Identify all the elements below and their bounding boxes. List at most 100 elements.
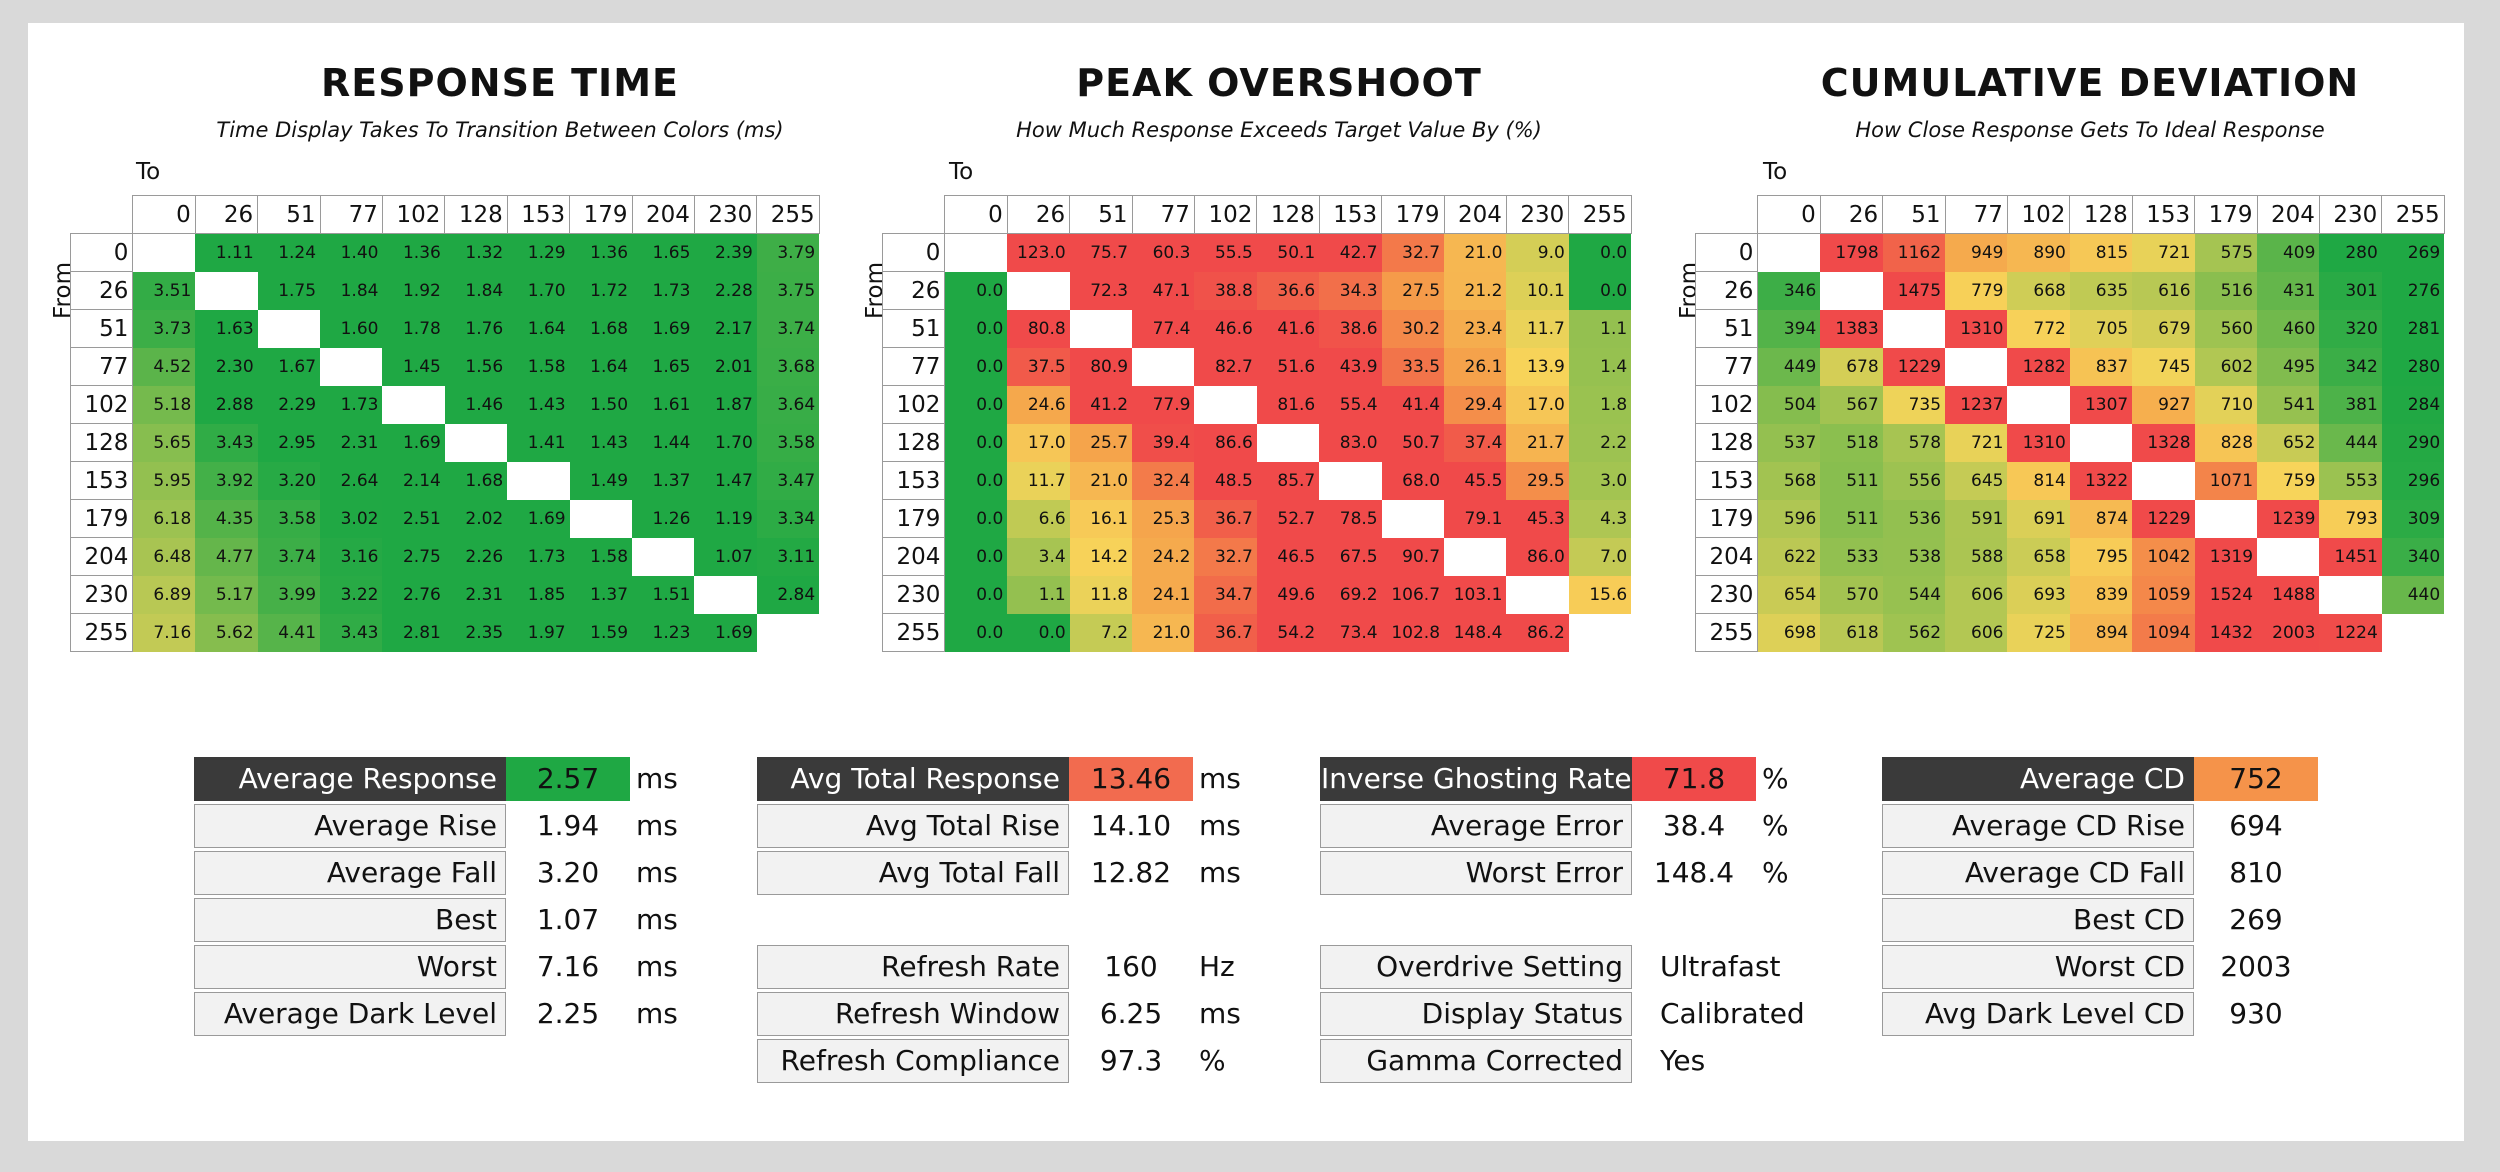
heatmap-cell: 1.60 — [320, 309, 383, 348]
heatmap-cell: 2.17 — [694, 309, 757, 348]
heatmap-cell: 3.74 — [257, 537, 321, 576]
heatmap-cell: 46.5 — [1256, 537, 1320, 576]
heatmap-cell: 1042 — [2132, 537, 2195, 576]
heatmap-cell: 2.64 — [320, 461, 383, 500]
heatmap-cell: 2.84 — [756, 575, 820, 614]
stat-value: 12.82 — [1090, 856, 1172, 889]
stat-unit: ms — [636, 903, 678, 936]
heatmap-cell: 2003 — [2257, 613, 2320, 652]
heatmap-cell: 3.47 — [756, 461, 820, 500]
heatmap-cell: 2.51 — [382, 499, 445, 538]
heatmap-cell: 606 — [1945, 575, 2008, 614]
column-header: 204 — [2256, 195, 2320, 234]
heatmap-cell: 1224 — [2319, 613, 2382, 652]
row-header: 77 — [1694, 347, 1759, 386]
heatmap-cell: 148.4 — [1444, 613, 1507, 652]
column-header: 102 — [1193, 195, 1258, 234]
heatmap-cell: 36.7 — [1194, 613, 1257, 652]
stat-label: Average CD Fall — [1882, 851, 2194, 895]
heatmap-cell: 281 — [2381, 309, 2445, 348]
heatmap-diagonal-cell — [2007, 385, 2070, 424]
heatmap-cell: 1.70 — [694, 423, 757, 462]
heatmap-diagonal-cell — [1945, 347, 2008, 386]
heatmap-cell: 518 — [1820, 423, 1883, 462]
heatmap-cell: 460 — [2257, 309, 2320, 348]
heatmap-cell: 759 — [2257, 461, 2320, 500]
heatmap-cell: 50.1 — [1256, 233, 1320, 272]
column-header: 153 — [1318, 195, 1383, 234]
heatmap-cell: 511 — [1820, 461, 1883, 500]
stat-label: Worst CD — [1882, 945, 2194, 989]
heatmap-cell: 0.0 — [944, 347, 1008, 386]
heatmap-cell: 34.7 — [1194, 575, 1257, 614]
stat-unit: % — [1762, 762, 1789, 795]
column-header: 255 — [756, 195, 820, 234]
heatmap-diagonal-cell — [756, 613, 820, 652]
heatmap-cell: 1.46 — [444, 385, 508, 424]
heatmap-cell: 0.0 — [944, 575, 1008, 614]
heatmap-cell: 27.5 — [1381, 271, 1445, 310]
heatmap-cell: 0.0 — [944, 499, 1008, 538]
stat-label: Avg Total Rise — [757, 804, 1069, 848]
peak-overshoot-to-label: To — [949, 159, 974, 185]
heatmap-cell: 1.73 — [632, 271, 695, 310]
row-header: 230 — [69, 575, 134, 614]
heatmap-cell: 77.9 — [1132, 385, 1195, 424]
heatmap-row: 230 6.89 5.17 3.99 3.22 2.76 2.31 1.85 1.37 1.51 2… — [69, 575, 820, 614]
heatmap-cell: 3.75 — [756, 271, 820, 310]
stat-label: Average Rise — [194, 804, 506, 848]
heatmap-cell: 7.2 — [1069, 613, 1133, 652]
heatmap-cell: 1.64 — [569, 347, 633, 386]
heatmap-cell: 102.8 — [1381, 613, 1445, 652]
row-header: 26 — [1694, 271, 1759, 310]
heatmap-cell: 0.0 — [1568, 271, 1632, 310]
heatmap-diagonal-cell — [1194, 385, 1257, 424]
heatmap-cell: 72.3 — [1069, 271, 1133, 310]
heatmap-cell: 86.0 — [1506, 537, 1569, 576]
row-header: 102 — [1694, 385, 1759, 424]
row-header: 179 — [69, 499, 134, 538]
heatmap-cell: 86.6 — [1194, 423, 1257, 462]
heatmap-cell: 55.5 — [1194, 233, 1257, 272]
heatmap-cell: 52.7 — [1256, 499, 1320, 538]
heatmap-diagonal-cell — [1757, 233, 1821, 272]
column-header: 128 — [2069, 195, 2133, 234]
heatmap-cell: 3.99 — [257, 575, 321, 614]
heatmap-cell: 449 — [1757, 347, 1821, 386]
column-header: 153 — [506, 195, 571, 234]
heatmap-cell: 725 — [2007, 613, 2070, 652]
response-time-heatmap: 0 26 51 77 102 128 153 179 204 230 255 0 1.11 1.24 1.4… — [69, 195, 820, 652]
heatmap-cell: 42.7 — [1319, 233, 1382, 272]
stat-unit: ms — [636, 762, 678, 795]
heatmap-diagonal-cell — [1882, 309, 1946, 348]
heatmap-cell: 2.35 — [444, 613, 508, 652]
heatmap-cell: 1.58 — [507, 347, 570, 386]
heatmap-cell: 1.87 — [694, 385, 757, 424]
heatmap-cell: 575 — [2194, 233, 2258, 272]
heatmap-cell: 32.7 — [1381, 233, 1445, 272]
heatmap-cell: 504 — [1757, 385, 1821, 424]
stat-label: Gamma Corrected — [1320, 1039, 1632, 1083]
heatmap-cell: 25.3 — [1132, 499, 1195, 538]
heatmap-cell: 409 — [2257, 233, 2320, 272]
heatmap-cell: 1.58 — [569, 537, 633, 576]
heatmap-cell: 46.6 — [1194, 309, 1257, 348]
row-header: 128 — [1694, 423, 1759, 462]
stat-unit: Hz — [1199, 950, 1235, 983]
average-response-value: 2.57 — [506, 757, 630, 801]
heatmap-cell: 1239 — [2257, 499, 2320, 538]
heatmap-cell: 21.0 — [1069, 461, 1133, 500]
heatmap-diagonal-cell — [694, 575, 757, 614]
heatmap-row: 51 394 1383 1310 772 705 679 560 460 320 281 — [1694, 309, 2445, 348]
row-header: 204 — [881, 537, 946, 576]
row-header: 179 — [881, 499, 946, 538]
heatmap-cell: 6.89 — [132, 575, 196, 614]
stat-unit: ms — [1199, 997, 1241, 1030]
heatmap-cell: 346 — [1757, 271, 1821, 310]
heatmap-cell: 537 — [1757, 423, 1821, 462]
heatmap-cell: 29.5 — [1506, 461, 1569, 500]
heatmap-cell: 1.73 — [320, 385, 383, 424]
heatmap-cell: 1.63 — [195, 309, 258, 348]
stat-unit: ms — [1199, 809, 1241, 842]
column-header: 102 — [2006, 195, 2071, 234]
